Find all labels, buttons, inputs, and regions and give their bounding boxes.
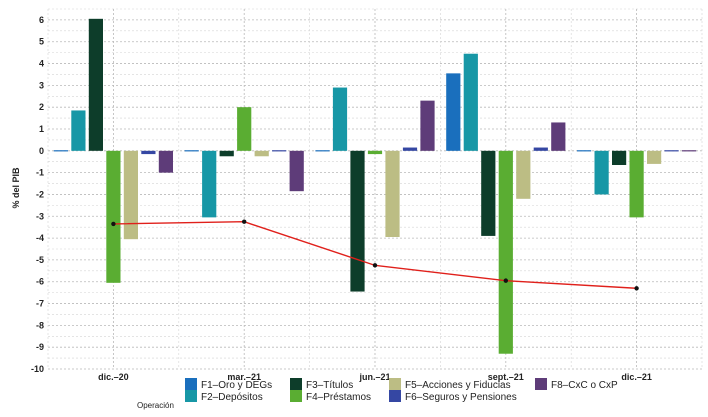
y-tick-label: -8 [36,320,44,330]
legend-swatch [389,378,401,390]
bar [463,53,478,151]
line-point [634,286,639,291]
bar [141,150,156,155]
bar [612,150,627,165]
bar [594,150,609,195]
legend-label: F8–CxC o CxP [551,380,618,391]
x-tick-label: sept.–21 [488,372,524,382]
y-tick-label: 1 [39,124,44,134]
bar [332,87,348,151]
bar [106,150,121,283]
legend-label: F2–Depósitos [201,392,263,403]
bar [71,110,86,151]
y-tick-label: 0 [39,146,44,156]
legend-label: F5–Acciones y Fiducias [405,380,511,391]
bar [385,150,400,237]
y-tick-label: -7 [36,299,44,309]
bar [289,150,304,192]
legend-label: F6–Seguros y Pensiones [405,392,517,403]
y-tick-label: 5 [39,37,44,47]
bar [664,150,679,152]
y-tick-label: -1 [36,168,44,178]
y-tick-label: -4 [36,233,44,243]
bar [88,18,103,151]
bar [184,150,199,152]
bar [367,150,383,155]
y-tick-label: 2 [39,102,44,112]
bar [272,150,287,152]
x-tick-label: jun.–21 [358,372,390,382]
y-tick-label: -9 [36,342,44,352]
x-tick-label: dic.–20 [98,372,129,382]
legend-label: F1–Oro y DEGs [201,380,272,391]
bar [577,150,592,152]
bar [202,150,217,218]
y-tick-label: -2 [36,189,44,199]
line-point [242,219,247,224]
bar [682,150,697,152]
y-tick-label: 6 [39,15,44,25]
bars [53,18,697,354]
line-point [503,278,508,283]
legend-swatch [535,378,547,390]
legend-title: Operación [137,401,174,410]
y-tick-label: -6 [36,277,44,287]
y-axis-label: % del PIB [11,167,21,209]
bar [498,150,513,354]
bar [420,100,435,151]
legend-swatch [290,378,302,390]
total-line [111,219,639,291]
legend-swatch [185,378,197,390]
bar [629,150,644,218]
y-tick-label: 3 [39,80,44,90]
bar [647,150,662,164]
bar [350,150,365,292]
legend-label: F4–Préstamos [306,392,371,403]
legend-swatch [290,390,302,402]
y-tick-label: 4 [39,59,44,69]
bar [315,150,330,152]
bar [237,107,252,151]
x-axis: dic.–20 mar.–21 jun.–21 sept.–21 dic.–21 [98,372,652,382]
bar [481,150,496,236]
bar [254,150,269,157]
line-point [372,263,378,268]
bar [219,150,234,157]
y-tick-label: -5 [36,255,44,265]
bar [402,147,418,151]
bar [158,150,173,173]
y-axis: 6 5 4 3 2 1 0 -1 -2 -3 -4 -5 -6 -7 -8 -9 -10 [31,15,44,374]
legend-swatch [389,390,401,402]
legend-label: F3–Títulos [306,380,353,391]
bar [53,150,68,152]
y-tick-label: -10 [31,364,44,374]
grid [47,8,703,370]
x-tick-label: mar.–21 [227,372,261,382]
line-point [111,221,116,227]
legend-swatch [185,390,197,402]
bar [123,150,138,240]
x-tick-label: dic.–21 [621,372,652,382]
bar [533,147,548,151]
bar [551,122,566,151]
bar [516,150,531,199]
bar [446,73,461,151]
y-tick-label: -3 [36,211,44,221]
